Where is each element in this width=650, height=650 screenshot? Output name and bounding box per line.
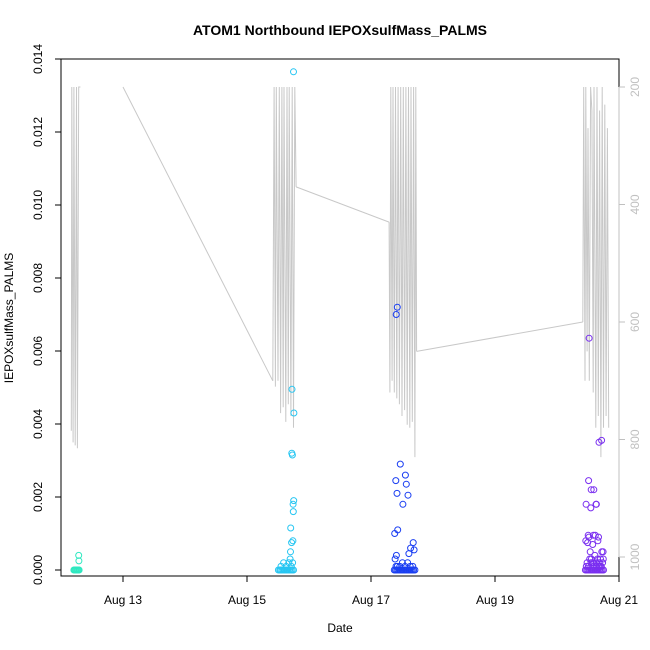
data-point bbox=[409, 562, 417, 570]
data-point bbox=[391, 555, 399, 563]
data-point bbox=[288, 451, 296, 459]
data-point bbox=[288, 539, 296, 547]
data-point bbox=[582, 500, 590, 508]
x-tick-label: Aug 13 bbox=[104, 593, 142, 607]
chart-title: ATOM1 Northbound IEPOXsulfMass_PALMS bbox=[193, 22, 487, 38]
data-point bbox=[401, 471, 409, 479]
data-point bbox=[289, 537, 297, 545]
data-point bbox=[285, 559, 293, 567]
y2-tick-label: 400 bbox=[628, 194, 642, 214]
data-point bbox=[589, 541, 597, 548]
data-point bbox=[290, 68, 297, 76]
data-point bbox=[290, 409, 298, 417]
y-tick-label: 0.000 bbox=[31, 555, 45, 585]
data-point bbox=[582, 562, 590, 570]
data-point bbox=[585, 477, 593, 485]
x-tick-label: Aug 17 bbox=[352, 593, 390, 607]
data-point bbox=[595, 559, 603, 567]
altitude-trace-layer bbox=[70, 86, 610, 458]
altitude-line bbox=[122, 86, 274, 382]
data-point bbox=[392, 311, 400, 318]
y-tick-label: 0.004 bbox=[31, 409, 45, 439]
data-point bbox=[393, 562, 401, 570]
data-point bbox=[288, 385, 296, 393]
y2-tick-label: 600 bbox=[628, 312, 642, 332]
data-point bbox=[406, 562, 414, 570]
altitude-line bbox=[295, 186, 390, 223]
y-tick-label: 0.010 bbox=[31, 190, 45, 220]
data-point bbox=[598, 436, 606, 444]
data-point bbox=[409, 539, 417, 547]
data-point bbox=[289, 559, 297, 567]
y-tick-label: 0.012 bbox=[31, 117, 45, 147]
altitude-line bbox=[70, 86, 81, 449]
y-axis-label: IEPOXsulfMass_PALMS bbox=[2, 253, 16, 384]
y-axis: 0.000 0.002 0.004 0.006 0.008 0.010 0.012 0.014 bbox=[31, 44, 61, 585]
data-point bbox=[75, 566, 83, 574]
data-point bbox=[399, 500, 407, 508]
data-point bbox=[584, 531, 592, 539]
secondary-y-axis: 200 400 600 800 1000 bbox=[618, 77, 642, 570]
x-axis-label: Date bbox=[327, 621, 353, 635]
altitude-line bbox=[272, 86, 297, 428]
data-point bbox=[599, 548, 607, 556]
data-point bbox=[392, 551, 400, 559]
data-point bbox=[75, 557, 83, 565]
data-point bbox=[599, 555, 607, 563]
x-tick-label: Aug 19 bbox=[476, 593, 514, 607]
data-points-layer bbox=[70, 68, 607, 574]
data-point bbox=[592, 500, 600, 508]
altitude-line bbox=[416, 321, 583, 352]
data-point bbox=[407, 544, 415, 552]
data-point bbox=[596, 562, 604, 570]
y-tick-label: 0.006 bbox=[31, 336, 45, 366]
data-point bbox=[396, 460, 404, 468]
data-point bbox=[287, 524, 295, 532]
y2-tick-label: 1000 bbox=[628, 543, 642, 570]
data-point bbox=[289, 500, 297, 508]
y2-tick-label: 800 bbox=[628, 429, 642, 449]
data-point bbox=[287, 548, 294, 556]
y-tick-label: 0.002 bbox=[31, 482, 45, 512]
altitude-line bbox=[582, 86, 610, 458]
x-axis: Aug 13 Aug 15 Aug 17 Aug 19 Aug 21 bbox=[104, 575, 638, 607]
data-point bbox=[586, 548, 594, 556]
data-point bbox=[393, 489, 401, 497]
data-point bbox=[289, 508, 297, 516]
data-point bbox=[290, 566, 297, 574]
data-point bbox=[583, 559, 591, 567]
y-tick-label: 0.014 bbox=[31, 44, 45, 74]
data-point bbox=[393, 303, 401, 311]
data-point bbox=[402, 480, 410, 488]
y2-tick-label: 200 bbox=[628, 77, 642, 97]
data-point bbox=[585, 334, 593, 342]
plot-frame bbox=[60, 58, 620, 577]
data-point bbox=[411, 566, 419, 574]
altitude-line bbox=[388, 86, 418, 458]
data-point bbox=[594, 537, 602, 545]
x-tick-label: Aug 21 bbox=[600, 593, 638, 607]
data-point bbox=[290, 497, 298, 505]
data-point bbox=[590, 486, 598, 494]
data-point bbox=[410, 546, 418, 554]
x-tick-label: Aug 15 bbox=[228, 593, 266, 607]
data-point bbox=[391, 530, 399, 537]
data-point bbox=[404, 491, 412, 499]
data-point bbox=[587, 504, 595, 512]
data-point bbox=[597, 555, 604, 563]
y-tick-label: 0.008 bbox=[31, 263, 45, 293]
data-point bbox=[595, 533, 602, 541]
data-point bbox=[587, 486, 595, 494]
data-point bbox=[392, 477, 400, 485]
